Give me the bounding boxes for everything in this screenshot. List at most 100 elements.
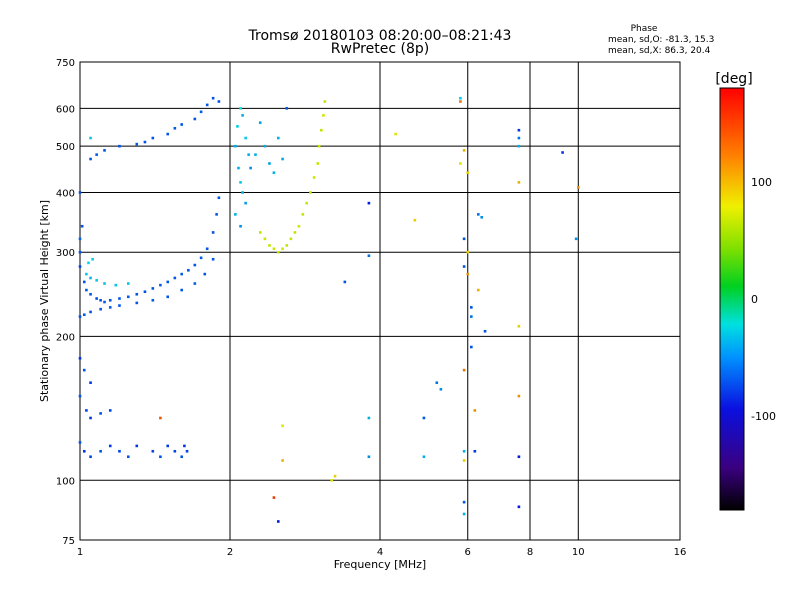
data-point	[217, 100, 221, 103]
data-point	[258, 121, 262, 124]
data-point	[183, 444, 186, 448]
data-point	[276, 136, 280, 140]
x-tick-label: 1	[77, 547, 83, 558]
data-point	[180, 123, 184, 126]
data-point	[118, 304, 121, 307]
data-point	[462, 265, 466, 268]
data-point	[317, 144, 321, 148]
data-point	[78, 315, 82, 318]
data-point	[91, 257, 94, 261]
data-point	[263, 237, 267, 241]
data-point	[103, 300, 106, 304]
data-point	[89, 416, 92, 420]
data-point	[236, 125, 239, 128]
data-point	[239, 224, 242, 228]
data-point	[159, 283, 162, 287]
data-point	[293, 231, 297, 234]
colorbar-tick-label: 100	[751, 176, 772, 189]
data-point	[89, 136, 92, 140]
data-point	[89, 276, 92, 280]
data-point	[473, 409, 477, 412]
data-point	[422, 455, 426, 459]
data-point	[180, 455, 184, 459]
data-point	[185, 449, 189, 453]
data-point	[413, 218, 417, 222]
x-axis-label: Frequency [MHz]	[334, 558, 426, 571]
data-point	[517, 181, 521, 184]
data-point	[118, 144, 121, 148]
y-axis-label: Stationary phase Virtual Height [km]	[38, 200, 51, 402]
y-tick-label: 400	[56, 188, 75, 199]
data-point	[143, 140, 147, 144]
stats-line-o: mean, sd,O: -81.3, 15.3	[608, 35, 714, 45]
data-point	[89, 157, 92, 161]
data-point	[95, 279, 98, 282]
data-point	[126, 455, 130, 459]
data-point	[466, 272, 470, 276]
data-point	[78, 265, 82, 268]
data-point	[272, 171, 276, 175]
data-point	[462, 449, 466, 453]
data-point	[166, 280, 170, 284]
data-point	[459, 100, 462, 103]
data-point	[316, 162, 320, 165]
y-tick-label: 200	[56, 332, 75, 343]
data-point	[78, 441, 82, 444]
data-point	[217, 196, 221, 200]
data-point	[459, 162, 462, 165]
x-tick-label: 2	[227, 547, 233, 558]
data-point	[435, 381, 439, 385]
data-point	[249, 166, 252, 170]
data-point	[95, 153, 98, 156]
data-point	[82, 449, 86, 453]
data-point	[276, 250, 280, 254]
data-point	[367, 201, 371, 205]
stats-title: Phase	[631, 24, 658, 34]
data-point	[199, 110, 203, 114]
data-points	[78, 96, 580, 523]
data-point	[281, 157, 284, 161]
data-point	[173, 449, 177, 453]
data-point	[281, 459, 284, 462]
data-point	[193, 282, 197, 285]
data-point	[78, 191, 82, 194]
data-point	[517, 505, 521, 509]
x-tick-label: 8	[527, 547, 533, 558]
x-tick-label: 6	[465, 547, 471, 558]
data-point	[85, 288, 88, 292]
data-point	[333, 474, 337, 478]
data-point	[78, 394, 82, 398]
data-point	[135, 292, 139, 296]
data-point	[276, 520, 280, 523]
data-point	[268, 244, 271, 247]
data-point	[462, 500, 466, 504]
data-point	[439, 388, 443, 391]
x-tick-label: 4	[377, 547, 383, 558]
y-tick-label: 300	[56, 248, 75, 259]
data-point	[462, 237, 466, 241]
data-point	[462, 512, 466, 516]
data-point	[135, 444, 139, 448]
data-point	[199, 256, 203, 260]
data-point	[466, 250, 470, 254]
data-point	[99, 298, 102, 302]
data-point	[297, 224, 301, 228]
data-point	[135, 142, 139, 146]
data-point	[239, 107, 242, 110]
data-point	[323, 100, 327, 103]
y-tick-label: 500	[56, 142, 75, 153]
data-point	[367, 455, 371, 459]
data-point	[173, 126, 177, 130]
data-point	[99, 307, 102, 311]
data-point	[99, 412, 102, 415]
data-point	[517, 455, 521, 459]
data-point	[114, 283, 118, 287]
data-point	[477, 288, 480, 292]
data-point	[80, 224, 84, 228]
data-point	[78, 250, 82, 254]
y-tick-label: 100	[56, 476, 75, 487]
data-point	[254, 153, 257, 156]
data-point	[108, 444, 112, 448]
data-point	[281, 424, 284, 428]
data-point	[367, 416, 371, 420]
